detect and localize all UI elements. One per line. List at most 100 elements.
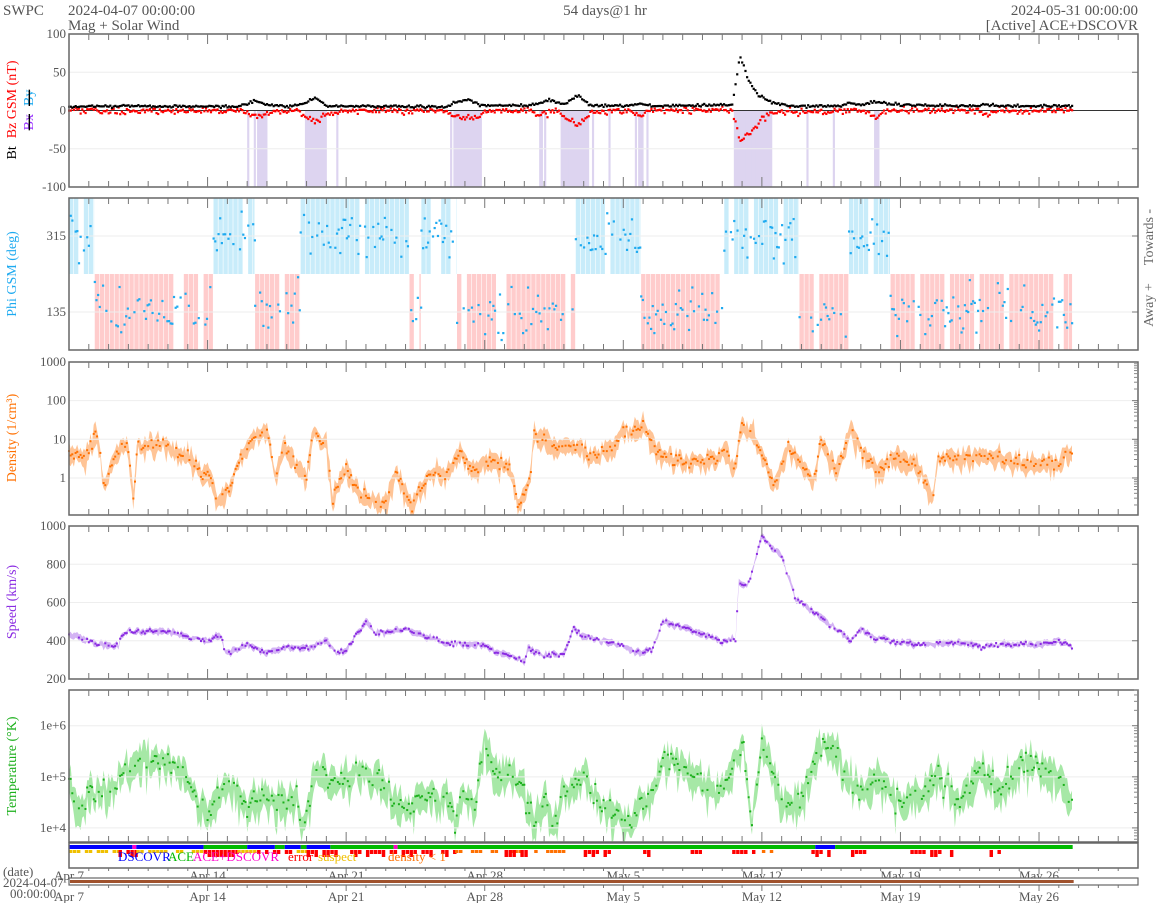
speed-point: [566, 644, 569, 647]
speed-point: [287, 644, 290, 647]
end-datetime: 2024-05-31 00:00:00: [1011, 3, 1138, 19]
bz-point: [1024, 109, 1028, 112]
quality-flag-suspect: [245, 850, 249, 853]
temperature-point: [280, 794, 283, 797]
phi-point: [896, 334, 899, 338]
speed-point: [889, 641, 892, 644]
phi-point: [309, 252, 312, 255]
phi-point: [462, 307, 465, 310]
bz-point: [881, 111, 884, 114]
phi-point: [267, 326, 270, 329]
bt-point: [480, 103, 483, 106]
bz-point: [698, 108, 701, 112]
bt-point: [175, 104, 178, 107]
source-segment-dscovr: [136, 845, 204, 849]
bt-point: [655, 105, 658, 108]
quality-flag-suspect: [96, 850, 101, 853]
phi-point: [158, 312, 161, 315]
density-point: [485, 460, 488, 463]
phi-point: [1066, 326, 1069, 329]
temperature-point: [645, 805, 648, 808]
bt-point: [610, 104, 613, 107]
bt-point: [830, 104, 833, 107]
density-point: [541, 438, 544, 441]
density-point: [269, 443, 272, 446]
density-point: [637, 427, 640, 430]
temperature-point: [303, 821, 306, 824]
bz-point: [1049, 107, 1052, 110]
phi-point: [138, 298, 141, 301]
bt-point: [879, 101, 882, 104]
temperature-point: [254, 800, 257, 803]
bz-point: [487, 110, 490, 114]
bz-point: [886, 108, 889, 111]
temperature-point: [693, 776, 696, 779]
bt-point: [503, 104, 506, 107]
bt-point: [163, 104, 166, 108]
phi-point: [551, 302, 554, 305]
density-point: [232, 473, 235, 476]
temperature-point: [414, 795, 417, 798]
bz-point: [823, 111, 826, 114]
speed-point: [298, 648, 301, 651]
density-point: [241, 457, 244, 460]
bt-point: [338, 105, 341, 108]
bt-point: [199, 105, 203, 108]
bt-point: [246, 103, 249, 106]
density-point: [866, 460, 869, 463]
density-point: [945, 453, 948, 456]
bz-point: [813, 108, 816, 111]
density-point: [1023, 464, 1026, 467]
bt-point: [864, 102, 868, 105]
bz-point: [94, 107, 97, 110]
temperature-point: [683, 765, 686, 768]
speed-point: [780, 555, 783, 558]
x-tick-label-bottom: Apr 21: [328, 889, 364, 903]
bt-point: [391, 105, 394, 108]
bt-point: [562, 102, 566, 105]
bt-point: [709, 104, 712, 107]
bt-point: [219, 106, 222, 110]
temperature-point: [452, 810, 455, 813]
speed-point: [684, 627, 687, 630]
temperature-point: [97, 790, 100, 793]
bz-point: [996, 110, 999, 113]
bz-point: [902, 105, 905, 108]
bt-point: [1069, 106, 1072, 109]
speed-point: [458, 641, 461, 644]
bt-point: [356, 105, 359, 108]
density-point: [490, 460, 493, 463]
bt-point: [1051, 105, 1054, 108]
density-point: [178, 453, 181, 456]
density-point: [574, 448, 577, 451]
temperature-point: [579, 783, 582, 786]
speed-point: [645, 648, 648, 651]
density-point: [774, 480, 777, 483]
bt-point: [592, 105, 595, 108]
bt-point: [699, 105, 703, 108]
temperature-point: [889, 793, 892, 796]
temperature-point: [594, 783, 597, 786]
density-point: [1047, 456, 1050, 459]
temperature-point: [421, 795, 424, 798]
bz-point: [480, 113, 483, 116]
phi-point: [479, 312, 482, 316]
speed-point: [495, 651, 498, 654]
bt-point: [437, 106, 440, 109]
density-point: [780, 462, 783, 465]
phi-point: [1064, 321, 1067, 324]
quality-flag-error: [314, 850, 318, 857]
temperature-point: [298, 818, 301, 821]
temperature-point: [241, 802, 244, 805]
temperature-point: [376, 772, 379, 775]
phi-point: [448, 256, 451, 259]
density-point: [594, 453, 597, 456]
bt-point: [769, 99, 772, 102]
temperature-point: [574, 777, 577, 780]
temperature-point: [996, 789, 999, 792]
temperature-point: [290, 796, 293, 799]
phi-point: [146, 304, 149, 307]
bz-point: [290, 109, 293, 113]
bz-point: [312, 117, 315, 120]
bz-point: [188, 107, 191, 110]
